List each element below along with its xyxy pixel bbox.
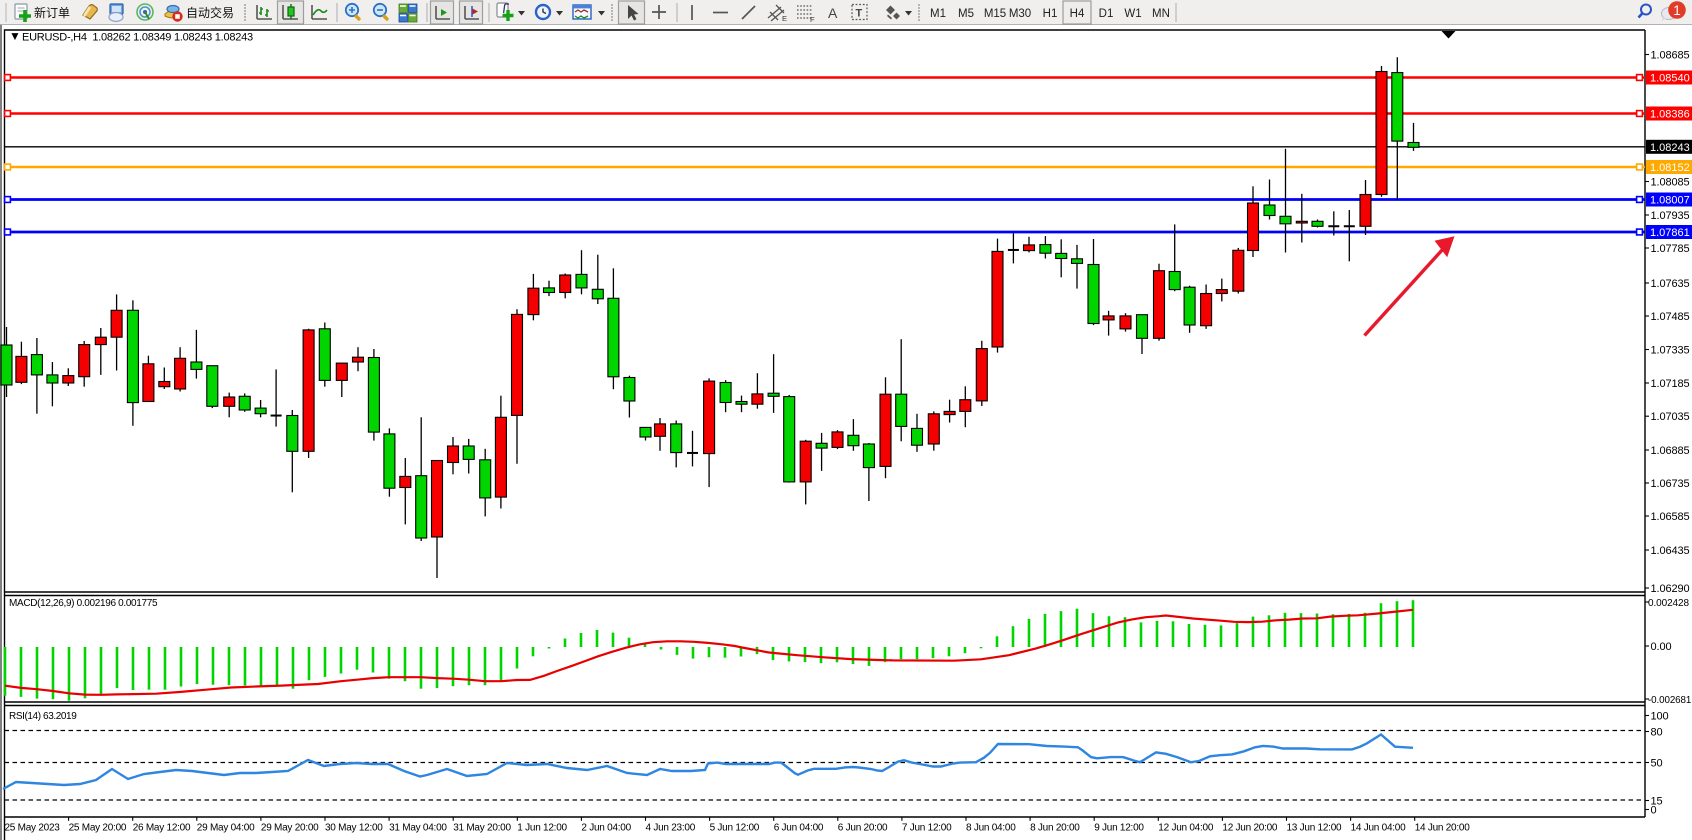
svg-text:1.07185: 1.07185: [1651, 378, 1690, 390]
svg-text:MN: MN: [1152, 8, 1170, 20]
svg-text:1.07861: 1.07861: [1650, 227, 1690, 239]
svg-text:M15: M15: [984, 8, 1006, 20]
svg-text:H1: H1: [1043, 8, 1058, 20]
svg-text:31 May 04:00: 31 May 04:00: [389, 823, 447, 834]
svg-text:1 Jun 12:00: 1 Jun 12:00: [517, 823, 567, 834]
svg-text:8 Jun 04:00: 8 Jun 04:00: [966, 823, 1016, 834]
svg-text:自动交易: 自动交易: [186, 5, 234, 20]
svg-text:100: 100: [1651, 711, 1669, 723]
svg-text:M5: M5: [958, 8, 974, 20]
svg-text:1.07785: 1.07785: [1651, 243, 1690, 255]
svg-text:1: 1: [1673, 3, 1681, 18]
svg-text:新订单: 新订单: [34, 5, 70, 20]
svg-text:6 Jun 20:00: 6 Jun 20:00: [838, 823, 888, 834]
svg-text:26 May 12:00: 26 May 12:00: [133, 823, 191, 834]
svg-text:1.08152: 1.08152: [1650, 162, 1690, 174]
svg-text:1.07935: 1.07935: [1651, 210, 1690, 222]
svg-text:1.07485: 1.07485: [1651, 311, 1690, 323]
svg-text:E: E: [782, 14, 787, 23]
svg-text:2 Jun 04:00: 2 Jun 04:00: [581, 823, 631, 834]
svg-text:A: A: [828, 5, 838, 21]
svg-text:30 May 12:00: 30 May 12:00: [325, 823, 383, 834]
svg-text:1.08685: 1.08685: [1651, 50, 1690, 62]
svg-text:T: T: [856, 8, 863, 20]
svg-text:80: 80: [1651, 727, 1663, 739]
svg-text:15: 15: [1651, 796, 1663, 808]
svg-text:6 Jun 04:00: 6 Jun 04:00: [774, 823, 824, 834]
svg-text:14 Jun 04:00: 14 Jun 04:00: [1351, 823, 1407, 834]
svg-text:1.06885: 1.06885: [1651, 445, 1690, 457]
svg-text:8 Jun 20:00: 8 Jun 20:00: [1030, 823, 1080, 834]
svg-text:1.07335: 1.07335: [1651, 345, 1690, 357]
svg-text:1.08007: 1.08007: [1650, 195, 1690, 207]
svg-text:1.08386: 1.08386: [1650, 109, 1690, 121]
svg-text:F: F: [810, 15, 815, 24]
svg-text:-0.002681: -0.002681: [1648, 695, 1691, 706]
svg-text:1.08243: 1.08243: [1650, 142, 1690, 154]
svg-text:29 May 20:00: 29 May 20:00: [261, 823, 319, 834]
svg-text:1.06290: 1.06290: [1651, 583, 1690, 595]
svg-text:25 May 2023: 25 May 2023: [5, 823, 61, 834]
svg-text:D1: D1: [1099, 8, 1114, 20]
svg-text:M1: M1: [930, 8, 946, 20]
svg-text:RSI(14) 63.2019: RSI(14) 63.2019: [9, 711, 77, 722]
svg-text:1.08540: 1.08540: [1650, 73, 1690, 85]
svg-text:0: 0: [1651, 805, 1657, 817]
svg-text:1.07035: 1.07035: [1651, 411, 1690, 423]
svg-text:25 May 20:00: 25 May 20:00: [69, 823, 127, 834]
svg-text:13 Jun 12:00: 13 Jun 12:00: [1287, 823, 1343, 834]
svg-text:0.00: 0.00: [1651, 641, 1672, 653]
svg-text:1.06735: 1.06735: [1651, 478, 1690, 490]
svg-text:7 Jun 12:00: 7 Jun 12:00: [902, 823, 952, 834]
svg-text:1.08085: 1.08085: [1651, 177, 1690, 189]
svg-text:1.07635: 1.07635: [1651, 278, 1690, 290]
svg-text:12 Jun 20:00: 12 Jun 20:00: [1222, 823, 1278, 834]
svg-text:1.06585: 1.06585: [1651, 511, 1690, 523]
svg-text:H4: H4: [1070, 8, 1085, 20]
svg-text:MACD(12,26,9) 0.002196 0.00177: MACD(12,26,9) 0.002196 0.001775: [9, 598, 158, 609]
svg-text:31 May 20:00: 31 May 20:00: [453, 823, 511, 834]
svg-text:0.002428: 0.002428: [1648, 598, 1689, 609]
svg-text:4 Jun 23:00: 4 Jun 23:00: [646, 823, 696, 834]
svg-text:29 May 04:00: 29 May 04:00: [197, 823, 255, 834]
svg-text:50: 50: [1651, 758, 1663, 770]
svg-text:1.06435: 1.06435: [1651, 545, 1690, 557]
svg-text:EURUSD-,H4 1.08262 1.08349 1.: EURUSD-,H4 1.08262 1.08349 1.08243 1.082…: [22, 32, 253, 44]
svg-text:12 Jun 04:00: 12 Jun 04:00: [1158, 823, 1214, 834]
svg-text:14 Jun 20:00: 14 Jun 20:00: [1415, 823, 1471, 834]
svg-text:M30: M30: [1009, 8, 1031, 20]
svg-text:W1: W1: [1124, 8, 1141, 20]
svg-text:5 Jun 12:00: 5 Jun 12:00: [710, 823, 760, 834]
svg-text:▼: ▼: [9, 29, 21, 43]
svg-text:9 Jun 12:00: 9 Jun 12:00: [1094, 823, 1144, 834]
